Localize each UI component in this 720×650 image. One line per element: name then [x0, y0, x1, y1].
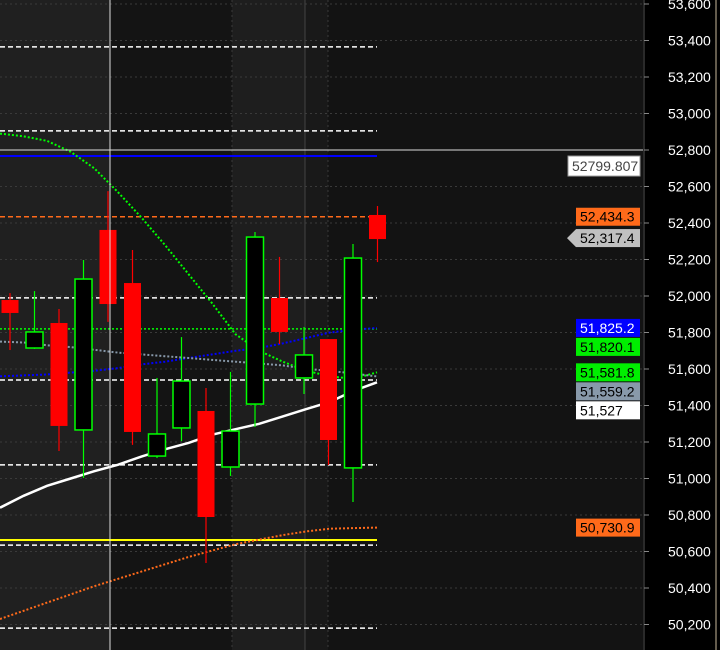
- price-tag-label: 51,527: [580, 402, 623, 418]
- candle: [124, 250, 141, 445]
- axis-tick-label: 52,600: [668, 179, 711, 195]
- indicator-line: [0, 132, 378, 381]
- price-tag: 51,581.8: [576, 363, 640, 382]
- axis-tick-label: 50,200: [668, 617, 711, 633]
- price-tag-background: [576, 337, 640, 356]
- candle: [343, 243, 363, 503]
- price-tag-background: [576, 229, 640, 248]
- price-tag: 51,820.1: [576, 337, 640, 356]
- period-band: [305, 0, 328, 650]
- candle: [245, 231, 265, 428]
- axis-tick-label: 50,600: [668, 544, 711, 560]
- candle-body: [294, 354, 314, 379]
- indicator-line: [0, 340, 378, 378]
- price-tag-background: [576, 382, 640, 401]
- candle: [50, 308, 68, 451]
- price-tag-label: 52,317.4: [580, 230, 635, 246]
- axis-tick-label: 51,600: [668, 361, 711, 377]
- price-tag-background: [576, 518, 640, 537]
- candle: [147, 377, 167, 459]
- price-tag-label: 51,581.8: [580, 364, 635, 380]
- axis-tick-label: 52,000: [668, 288, 711, 304]
- price-tag: 51,559.2: [576, 382, 640, 401]
- candle: [172, 337, 191, 442]
- candle: [294, 327, 314, 395]
- candle-body: [1, 300, 19, 313]
- indicator-line: [0, 381, 378, 509]
- price-axis: [643, 0, 720, 650]
- candle-body: [172, 380, 191, 429]
- candle-body: [50, 323, 68, 426]
- price-tag-label: 51,820.1: [580, 339, 635, 355]
- candle-body: [271, 298, 288, 332]
- candle: [320, 339, 337, 465]
- candle: [74, 260, 93, 478]
- axis-tick-label: 51,800: [668, 325, 711, 341]
- candle: [271, 256, 288, 344]
- candle: [197, 387, 215, 563]
- candle-body: [25, 331, 44, 349]
- price-tag: 52,434.3: [576, 207, 640, 226]
- candle-body: [320, 339, 337, 440]
- candle-body: [99, 229, 117, 305]
- candle-body: [124, 283, 141, 432]
- candle: [1, 293, 19, 351]
- candle-body: [343, 257, 363, 469]
- axis-tick-label: 53,600: [668, 0, 711, 12]
- candle: [25, 291, 44, 349]
- axis-tick-label: 51,000: [668, 471, 711, 487]
- crosshair-label-text: 52799.807: [572, 158, 638, 174]
- price-tag-background: [576, 363, 640, 382]
- axis-tick-label: 51,400: [668, 398, 711, 414]
- axis-tick-label: 52,400: [668, 215, 711, 231]
- axis-tick-label: 51,200: [668, 434, 711, 450]
- candle-body: [197, 410, 215, 518]
- period-band: [232, 0, 305, 650]
- price-tag-label: 51,559.2: [580, 383, 635, 399]
- candle-body: [147, 433, 167, 457]
- price-tag: 51,527: [576, 401, 640, 420]
- candle-body: [74, 278, 93, 431]
- crosshair-label-background: [567, 155, 641, 177]
- crosshair-price-label: 52799.807: [567, 155, 641, 177]
- candle-body: [221, 430, 240, 468]
- candle-body: [245, 236, 265, 405]
- candle: [369, 206, 386, 263]
- axis-tick-label: 53,400: [668, 33, 711, 49]
- price-tag-background: [576, 401, 640, 420]
- price-tag-background: [576, 318, 640, 337]
- axis-tick-label: 53,000: [668, 106, 711, 122]
- price-tag: 52,317.4: [567, 229, 640, 248]
- axis-tick-label: 50,800: [668, 507, 711, 523]
- axis-tick-label: 52,800: [668, 142, 711, 158]
- price-tag-label: 51,825.2: [580, 320, 635, 336]
- axis-tick-label: 53,200: [668, 69, 711, 85]
- price-tag: 50,730.9: [576, 518, 640, 537]
- candle: [221, 371, 240, 476]
- axis-tick-label: 52,200: [668, 252, 711, 268]
- candle-body: [369, 214, 386, 240]
- candle: [99, 191, 117, 322]
- price-tag-label: 50,730.9: [580, 520, 635, 536]
- price-tag-background: [576, 207, 640, 226]
- price-tag-arrow: [567, 229, 576, 248]
- axis-tick-label: 50,400: [668, 580, 711, 596]
- price-tag-label: 52,434.3: [580, 209, 635, 225]
- price-tag: 51,825.2: [576, 318, 640, 337]
